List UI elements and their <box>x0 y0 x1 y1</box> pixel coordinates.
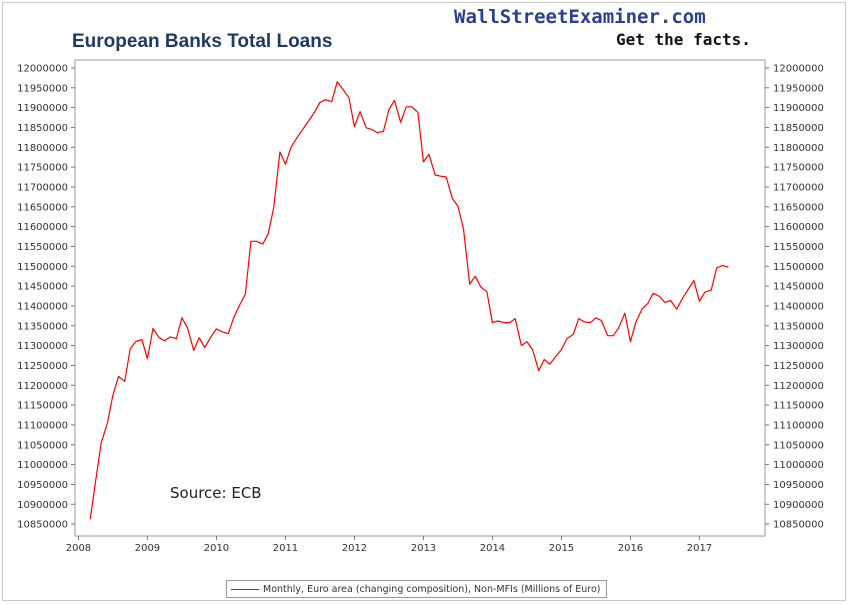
x-tick-label: 2015 <box>549 543 574 554</box>
y-tick-label-right: 11200000 <box>773 381 824 392</box>
brand-tagline: Get the facts. <box>616 30 751 49</box>
y-tick-label-left: 11200000 <box>17 381 68 392</box>
x-tick-label: 2010 <box>204 543 229 554</box>
y-tick-label-left: 11450000 <box>17 282 68 293</box>
y-tick-label-left: 11000000 <box>17 460 68 471</box>
y-tick-label-right: 10950000 <box>773 480 824 491</box>
y-tick-label-left: 10950000 <box>17 480 68 491</box>
legend-swatch <box>231 588 259 590</box>
x-tick-label: 2013 <box>411 543 436 554</box>
y-tick-label-right: 12000000 <box>773 63 824 74</box>
y-tick-label-left: 12000000 <box>17 63 68 74</box>
y-tick-label-right: 11650000 <box>773 202 824 213</box>
x-tick-label: 2011 <box>273 543 298 554</box>
y-tick-label-right: 11800000 <box>773 143 824 154</box>
y-tick-label-left: 11300000 <box>17 341 68 352</box>
y-tick-label-right: 11350000 <box>773 321 824 332</box>
y-tick-label-right: 11050000 <box>773 440 824 451</box>
y-tick-label-left: 11800000 <box>17 143 68 154</box>
y-tick-label-left: 11850000 <box>17 123 68 134</box>
y-tick-label-left: 11050000 <box>17 440 68 451</box>
y-tick-label-right: 10850000 <box>773 520 824 531</box>
x-tick-label: 2016 <box>618 543 643 554</box>
y-tick-label-left: 11550000 <box>17 242 68 253</box>
x-tick-label: 2008 <box>66 543 91 554</box>
chart-title: European Banks Total Loans <box>72 31 333 52</box>
series-line <box>89 81 729 520</box>
y-tick-label-left: 11350000 <box>17 321 68 332</box>
x-axis: 2008 2009 2010 2011 2012 2013 2014 2015 2016 2017 <box>66 536 712 554</box>
y-tick-label-left: 11500000 <box>17 262 68 273</box>
legend: Monthly, Euro area (changing composition… <box>226 580 607 598</box>
y-tick-label-right: 11900000 <box>773 103 824 114</box>
y-tick-label-right: 11300000 <box>773 341 824 352</box>
y-tick-label-right: 11750000 <box>773 163 824 174</box>
y-tick-label-left: 10850000 <box>17 520 68 531</box>
y-tick-label-right: 11500000 <box>773 262 824 273</box>
y-tick-label-right: 11700000 <box>773 182 824 193</box>
y-axis-left: 10850000 10900000 10950000 11000000 11050000… <box>17 63 75 531</box>
source-annotation: Source: ECB <box>170 484 262 502</box>
y-tick-label-left: 11400000 <box>17 301 68 312</box>
y-tick-label-right: 11450000 <box>773 282 824 293</box>
y-tick-label-right: 11550000 <box>773 242 824 253</box>
y-tick-label-right: 11150000 <box>773 401 824 412</box>
y-tick-label-right: 11000000 <box>773 460 824 471</box>
plot-area <box>74 59 766 537</box>
y-tick-label-right: 11600000 <box>773 222 824 233</box>
x-tick-label: 2012 <box>342 543 367 554</box>
y-tick-label-left: 11250000 <box>17 361 68 372</box>
y-tick-label-right: 11850000 <box>773 123 824 134</box>
y-tick-label-left: 10900000 <box>17 500 68 511</box>
series-layer <box>89 81 729 520</box>
y-tick-label-left: 11150000 <box>17 401 68 412</box>
legend-label: Monthly, Euro area (changing composition… <box>263 583 601 595</box>
y-tick-label-right: 11100000 <box>773 420 824 431</box>
y-tick-label-right: 11950000 <box>773 83 824 94</box>
y-tick-label-left: 11700000 <box>17 182 68 193</box>
y-tick-label-left: 11900000 <box>17 103 68 114</box>
y-tick-label-right: 11250000 <box>773 361 824 372</box>
y-tick-label-left: 11950000 <box>17 83 68 94</box>
x-tick-label: 2017 <box>687 543 712 554</box>
y-axis-right: 10850000 10900000 10950000 11000000 11050000… <box>765 63 824 531</box>
y-tick-label-left: 11650000 <box>17 202 68 213</box>
y-tick-label-right: 10900000 <box>773 500 824 511</box>
y-tick-label-left: 11600000 <box>17 222 68 233</box>
brand-logo-text: WallStreetExaminer.com <box>454 6 706 28</box>
y-tick-label-right: 11400000 <box>773 301 824 312</box>
y-tick-label-left: 11100000 <box>17 420 68 431</box>
x-tick-label: 2009 <box>135 543 160 554</box>
x-tick-label: 2014 <box>480 543 505 554</box>
y-tick-label-left: 11750000 <box>17 163 68 174</box>
